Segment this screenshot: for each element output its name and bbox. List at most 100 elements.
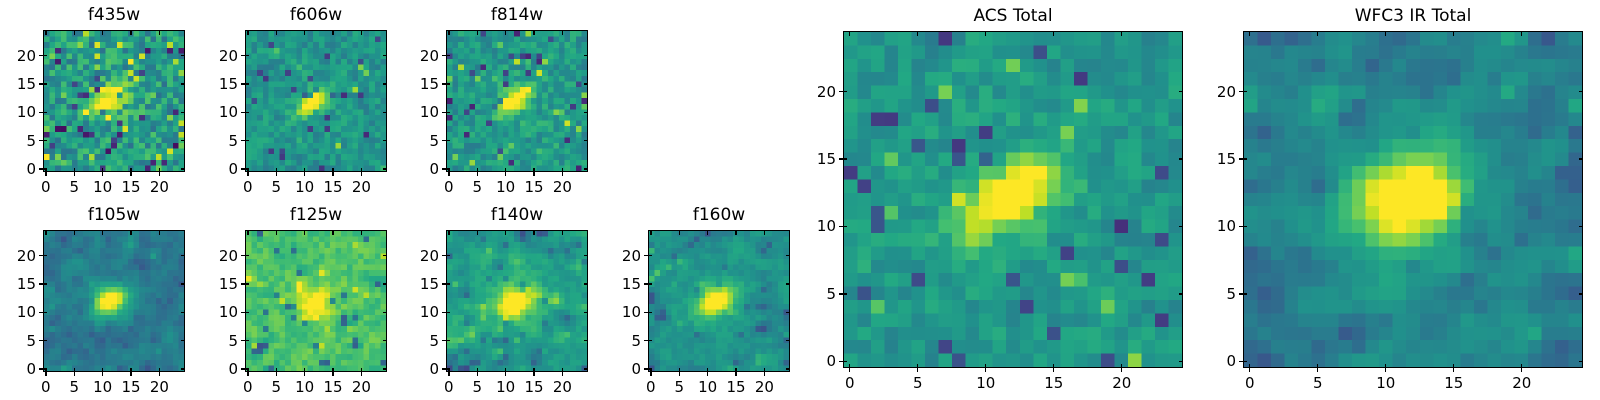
- x-tick-label: 10: [976, 374, 996, 392]
- x-tick-bottom: [101, 168, 104, 176]
- y-tick-left: [39, 283, 47, 285]
- x-tick-label: 15: [323, 378, 343, 396]
- y-tick-right: [1179, 158, 1183, 160]
- x-tick-label: 10: [93, 378, 113, 396]
- y-tick-label: 0: [26, 160, 36, 179]
- y-tick-label: 15: [816, 150, 836, 169]
- x-tick-top: [561, 231, 564, 235]
- y-tick-left: [442, 283, 450, 285]
- y-tick-right: [181, 311, 185, 314]
- y-tick-right: [584, 54, 588, 57]
- x-tick-top: [678, 231, 680, 235]
- y-tick-left: [644, 368, 652, 370]
- x-tick-bottom: [533, 168, 535, 176]
- x-tick-label: 15: [1044, 374, 1064, 392]
- y-tick-right: [1579, 225, 1583, 228]
- x-tick-top: [101, 231, 104, 235]
- heatmap-axes-f435w: [43, 30, 185, 172]
- panel-title-f140w: f140w: [490, 205, 544, 225]
- y-tick-left: [39, 140, 47, 142]
- y-tick-left: [1239, 360, 1247, 362]
- x-tick-label: 0: [444, 178, 454, 196]
- y-tick-left: [39, 340, 47, 342]
- y-tick-label: 0: [1226, 352, 1236, 371]
- y-tick-label: 15: [1216, 150, 1236, 169]
- x-tick-top: [561, 31, 564, 35]
- x-tick-label: 15: [524, 178, 544, 196]
- x-tick-top: [533, 231, 535, 235]
- y-tick-left: [39, 111, 47, 114]
- x-tick-bottom: [763, 368, 766, 376]
- x-tick-label: 10: [496, 178, 516, 196]
- y-tick-label: 20: [419, 246, 439, 265]
- y-tick-right: [181, 140, 185, 142]
- y-tick-label: 10: [16, 103, 36, 122]
- x-tick-label: 10: [496, 378, 516, 396]
- panel-title-f125w: f125w: [289, 205, 343, 225]
- x-tick-label: 5: [472, 378, 482, 396]
- y-tick-right: [181, 168, 185, 170]
- x-tick-bottom: [360, 368, 363, 376]
- y-tick-left: [1239, 225, 1247, 228]
- y-tick-left: [241, 83, 249, 85]
- y-tick-right: [584, 140, 588, 142]
- heatmap-axes-f125w: [245, 230, 387, 372]
- y-tick-right: [1179, 293, 1183, 295]
- y-tick-right: [181, 83, 185, 85]
- x-tick-bottom: [1121, 364, 1123, 372]
- x-tick-bottom: [1317, 364, 1319, 372]
- x-tick-bottom: [1053, 364, 1055, 372]
- x-tick-label: 10: [1376, 374, 1396, 392]
- heatmap-f125w: [246, 231, 386, 371]
- x-tick-top: [332, 31, 334, 35]
- y-tick-left: [442, 140, 450, 142]
- x-tick-top: [448, 31, 450, 35]
- x-tick-label: 5: [913, 374, 923, 392]
- x-tick-bottom: [476, 368, 478, 376]
- y-tick-right: [383, 254, 387, 257]
- y-tick-right: [181, 54, 185, 57]
- y-tick-label: 10: [419, 303, 439, 322]
- x-tick-bottom: [360, 168, 363, 176]
- y-tick-label: 5: [429, 131, 439, 150]
- panel-title-f435w: f435w: [87, 5, 141, 25]
- y-tick-left: [839, 90, 847, 93]
- x-tick-bottom: [45, 168, 47, 176]
- x-tick-top: [917, 32, 919, 36]
- y-tick-right: [786, 340, 790, 342]
- y-tick-left: [442, 368, 450, 370]
- y-tick-left: [241, 168, 249, 170]
- x-tick-top: [1249, 32, 1251, 36]
- x-tick-label: 10: [295, 378, 315, 396]
- x-tick-top: [101, 31, 104, 35]
- y-tick-left: [39, 254, 47, 257]
- heatmap-axes-f140w: [446, 230, 588, 372]
- heatmap-axes-f606w: [245, 30, 387, 172]
- x-tick-top: [275, 31, 277, 35]
- x-tick-top: [130, 231, 132, 235]
- y-tick-right: [1579, 293, 1583, 295]
- y-tick-right: [584, 283, 588, 285]
- x-tick-top: [360, 31, 363, 35]
- y-tick-left: [644, 340, 652, 342]
- x-tick-top: [158, 31, 161, 35]
- x-tick-top: [247, 231, 249, 235]
- y-tick-label: 10: [816, 217, 836, 236]
- x-tick-label: 20: [351, 378, 371, 396]
- x-tick-label: 20: [754, 378, 774, 396]
- x-tick-label: 5: [69, 378, 79, 396]
- x-tick-top: [73, 31, 75, 35]
- y-tick-label: 0: [429, 160, 439, 179]
- y-tick-label: 0: [826, 352, 836, 371]
- x-tick-bottom: [332, 168, 334, 176]
- heatmap-axes-f814w: [446, 30, 588, 172]
- x-tick-label: 5: [1313, 374, 1323, 392]
- x-tick-bottom: [917, 364, 919, 372]
- x-tick-label: 10: [93, 178, 113, 196]
- y-tick-right: [383, 368, 387, 370]
- y-tick-right: [383, 340, 387, 342]
- y-tick-right: [383, 83, 387, 85]
- y-tick-left: [39, 311, 47, 314]
- heatmap-f606w: [246, 31, 386, 171]
